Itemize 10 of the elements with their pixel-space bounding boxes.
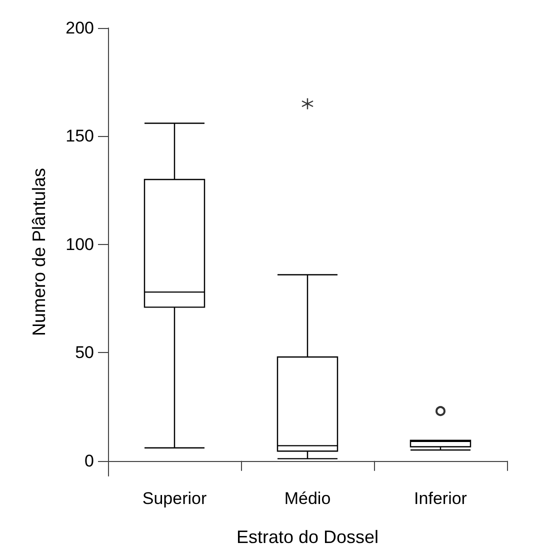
y-tick-label: 0 (84, 451, 94, 470)
x-tick-label: Superior (142, 489, 207, 508)
x-tick-label: Inferior (414, 489, 468, 508)
y-tick-label: 100 (66, 234, 94, 254)
x-tick-label: Médio (284, 489, 331, 508)
y-tick-label: 50 (75, 343, 94, 362)
y-tick-label: 150 (66, 126, 94, 146)
x-axis-title: Estrato do Dossel (236, 527, 379, 547)
y-tick-label: 200 (66, 18, 94, 38)
y-axis-title: Numero de Plântulas (29, 168, 49, 336)
